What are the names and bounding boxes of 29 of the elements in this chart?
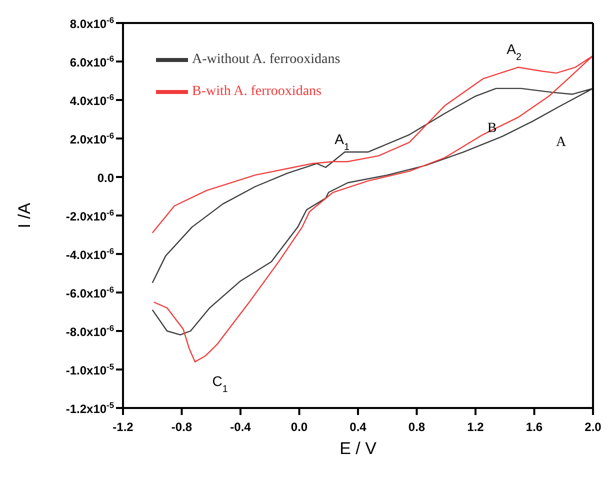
x-tick-label: 1.2	[467, 420, 484, 434]
y-tick-label: -1.2x10$^{-5}$	[66, 400, 114, 416]
annotation: A$_{1}$	[334, 131, 350, 152]
y-tick-label: 2.0x10$^{-6}$	[70, 130, 114, 146]
annotation: A$_{2}$	[506, 41, 522, 62]
x-axis-title: E / V	[340, 439, 378, 458]
annotation: A	[556, 135, 567, 150]
legend-label: B-with A. ferrooxidans	[192, 84, 322, 100]
annotation: C$_{1}$	[212, 373, 228, 394]
y-tick-label: -8.0x10$^{-6}$	[66, 323, 114, 339]
x-tick-label: 0.0	[290, 420, 308, 434]
x-tick-label: 2.0	[584, 420, 602, 434]
x-tick-label: 1.6	[526, 420, 543, 434]
x-tick-label: -0.4	[230, 420, 252, 434]
y-tick-label: -6.0x10$^{-6}$	[66, 284, 114, 300]
x-tick-label: 0.4	[350, 420, 367, 434]
x-tick-label: -0.8	[171, 420, 192, 434]
y-tick-label: 0.0	[97, 171, 114, 185]
y-tick-label: -1.0x10$^{-5}$	[66, 362, 114, 378]
y-axis-title: I /A	[15, 202, 34, 228]
y-tick-label: -2.0x10$^{-6}$	[66, 208, 114, 224]
x-tick-label: -1.2	[112, 420, 134, 434]
line-series	[152, 55, 593, 362]
y-tick-label: 4.0x10$^{-6}$	[70, 92, 114, 108]
legend-label: A-without A. ferrooxidans	[192, 52, 340, 68]
y-tick-label: -4.0x10$^{-6}$	[66, 246, 114, 262]
x-tick-label: 0.8	[408, 420, 426, 434]
y-tick-label: 6.0x10$^{-6}$	[70, 54, 114, 70]
y-tick-label: 8.0x10$^{-6}$	[70, 15, 114, 31]
